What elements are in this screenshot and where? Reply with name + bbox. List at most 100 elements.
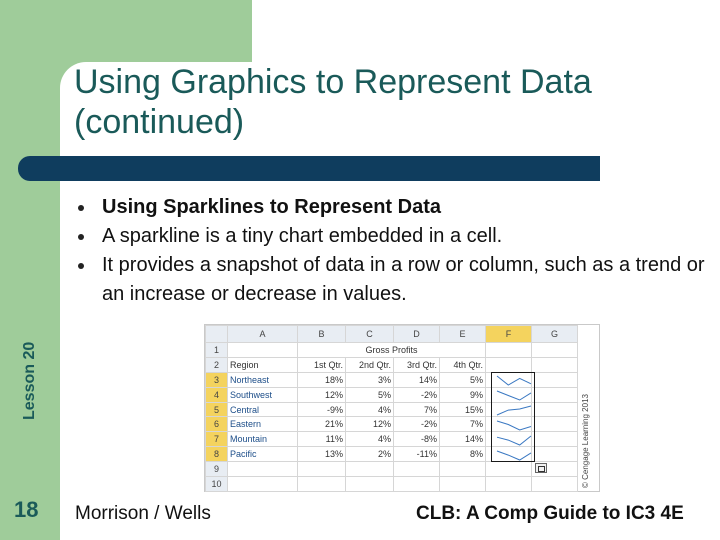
cell[interactable] — [485, 356, 532, 373]
column-header[interactable]: E — [439, 325, 486, 343]
value-cell[interactable]: -11% — [393, 446, 440, 463]
value-cell[interactable]: 15% — [439, 401, 486, 418]
sparkline-cell[interactable] — [485, 431, 532, 448]
sparkline-cell[interactable] — [485, 401, 532, 418]
column-header-row: A B C D E F G — [205, 325, 578, 343]
row-header[interactable]: 8 — [205, 446, 228, 463]
row-header[interactable]: 2 — [205, 356, 228, 373]
cell[interactable] — [297, 461, 346, 478]
cell[interactable] — [531, 446, 578, 463]
bullet-text: A sparkline is a tiny chart embedded in … — [102, 225, 503, 247]
slide-number: 18 — [14, 497, 39, 522]
spreadsheet-grid: A B C D E F G 1 Gross Profits 2 Region 1… — [205, 325, 578, 492]
cell[interactable] — [485, 476, 532, 492]
value-cell[interactable]: 5% — [439, 371, 486, 388]
column-header-selected[interactable]: F — [485, 325, 532, 343]
column-header[interactable]: C — [345, 325, 394, 343]
value-cell[interactable]: 12% — [297, 386, 346, 403]
bullet-list: Using Sparklines to Represent Data A spa… — [76, 193, 716, 309]
merged-title-cell[interactable]: Gross Profits — [297, 342, 486, 358]
value-cell[interactable]: 9% — [439, 386, 486, 403]
cell[interactable] — [531, 416, 578, 433]
title-card — [60, 62, 720, 162]
footer-course: CLB: A Comp Guide to IC3 4E — [416, 503, 684, 524]
header-cell[interactable]: 2nd Qtr. — [345, 356, 394, 373]
header-cell[interactable]: Region — [227, 356, 298, 373]
row-header[interactable]: 9 — [205, 461, 228, 478]
value-cell[interactable]: 11% — [297, 431, 346, 448]
column-header[interactable]: A — [227, 325, 298, 343]
value-cell[interactable]: 13% — [297, 446, 346, 463]
cell[interactable] — [393, 461, 440, 478]
lesson-label: Lesson 20 — [21, 341, 38, 420]
cell[interactable] — [485, 461, 532, 478]
select-all-corner[interactable] — [205, 325, 228, 343]
value-cell[interactable]: 4% — [345, 431, 394, 448]
cell[interactable] — [393, 476, 440, 492]
header-cell[interactable]: 3rd Qtr. — [393, 356, 440, 373]
header-cell[interactable]: 1st Qtr. — [297, 356, 346, 373]
cell[interactable] — [531, 386, 578, 403]
value-cell[interactable]: 12% — [345, 416, 394, 433]
value-cell[interactable]: 3% — [345, 371, 394, 388]
sparkline-cell[interactable] — [485, 371, 532, 388]
cell[interactable] — [345, 461, 394, 478]
row-header[interactable]: 3 — [205, 371, 228, 388]
row-header[interactable]: 1 — [205, 342, 228, 358]
value-cell[interactable]: 18% — [297, 371, 346, 388]
bullet-text: It provides a snapshot of data in a row … — [102, 254, 705, 305]
cell[interactable] — [531, 476, 578, 492]
cell[interactable] — [531, 342, 578, 358]
title-underline-bar — [18, 156, 600, 181]
value-cell[interactable]: -2% — [393, 386, 440, 403]
value-cell[interactable]: 21% — [297, 416, 346, 433]
region-cell[interactable]: Central — [227, 401, 298, 418]
cell[interactable] — [531, 431, 578, 448]
column-header[interactable]: D — [393, 325, 440, 343]
region-cell[interactable]: Southwest — [227, 386, 298, 403]
bullet-item: It provides a snapshot of data in a row … — [76, 251, 716, 309]
region-cell[interactable]: Mountain — [227, 431, 298, 448]
sparkline-cell[interactable] — [485, 416, 532, 433]
sparkline-cell[interactable] — [485, 386, 532, 403]
slide-title: Using Graphics to Represent Data (contin… — [74, 63, 592, 141]
value-cell[interactable]: -2% — [393, 416, 440, 433]
value-cell[interactable]: -8% — [393, 431, 440, 448]
cell[interactable] — [531, 401, 578, 418]
value-cell[interactable]: -9% — [297, 401, 346, 418]
sparkline-cell[interactable] — [485, 446, 532, 463]
quick-analysis-icon[interactable] — [535, 463, 547, 473]
region-cell[interactable]: Eastern — [227, 416, 298, 433]
region-cell[interactable]: Northeast — [227, 371, 298, 388]
cell[interactable] — [439, 476, 486, 492]
table-row: 4 Southwest 12% 5% -2% 9% — [205, 386, 578, 403]
row-header[interactable]: 4 — [205, 386, 228, 403]
cell[interactable] — [439, 461, 486, 478]
row-header[interactable]: 7 — [205, 431, 228, 448]
value-cell[interactable]: 14% — [393, 371, 440, 388]
value-cell[interactable]: 7% — [439, 416, 486, 433]
value-cell[interactable]: 8% — [439, 446, 486, 463]
value-cell[interactable]: 14% — [439, 431, 486, 448]
row-header[interactable]: 10 — [205, 476, 228, 492]
cell[interactable] — [345, 476, 394, 492]
column-header[interactable]: G — [531, 325, 578, 343]
value-cell[interactable]: 7% — [393, 401, 440, 418]
table-row: 7 Mountain 11% 4% -8% 14% — [205, 431, 578, 448]
cell[interactable] — [485, 342, 532, 358]
row-header[interactable]: 5 — [205, 401, 228, 418]
cell[interactable] — [531, 371, 578, 388]
cell[interactable] — [531, 356, 578, 373]
column-header[interactable]: B — [297, 325, 346, 343]
value-cell[interactable]: 2% — [345, 446, 394, 463]
cell[interactable] — [227, 461, 298, 478]
row-header[interactable]: 6 — [205, 416, 228, 433]
value-cell[interactable]: 4% — [345, 401, 394, 418]
copyright-note: © Cengage Learning 2013 — [581, 394, 590, 488]
cell[interactable] — [227, 476, 298, 492]
cell[interactable] — [227, 342, 298, 358]
region-cell[interactable]: Pacific — [227, 446, 298, 463]
header-cell[interactable]: 4th Qtr. — [439, 356, 486, 373]
value-cell[interactable]: 5% — [345, 386, 394, 403]
cell[interactable] — [297, 476, 346, 492]
